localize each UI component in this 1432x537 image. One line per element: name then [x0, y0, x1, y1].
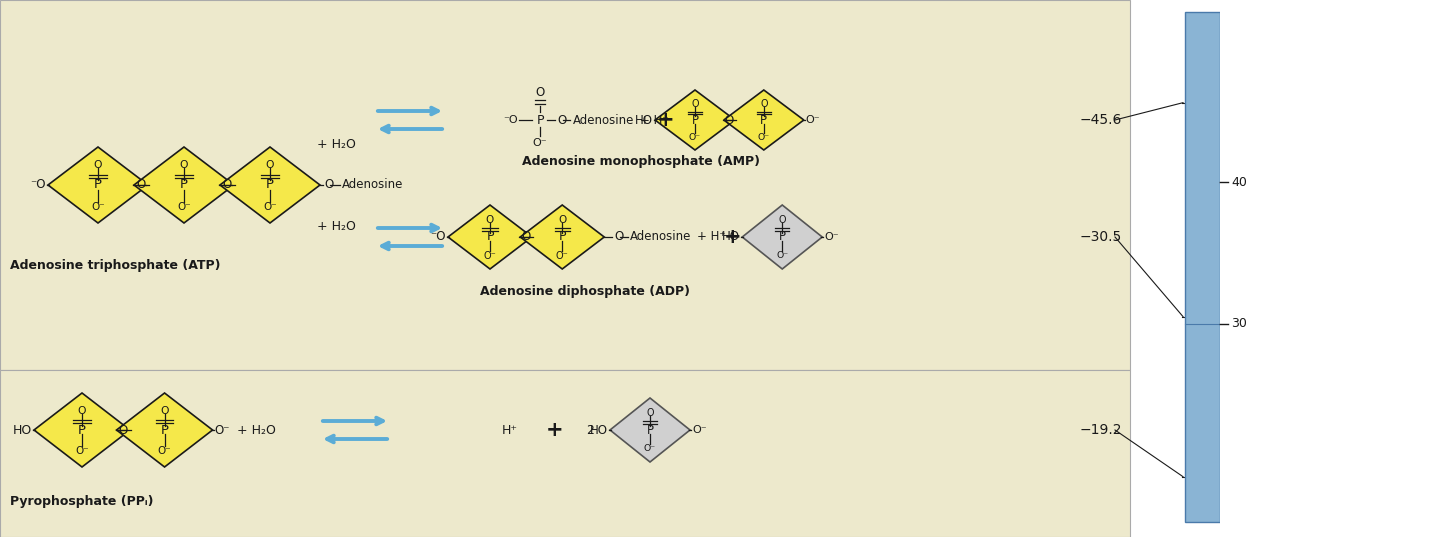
Polygon shape [520, 205, 604, 269]
Text: O: O [266, 160, 275, 170]
Text: 40: 40 [1232, 176, 1247, 188]
Text: O: O [557, 113, 566, 127]
Text: O: O [760, 99, 768, 110]
Text: −30.5: −30.5 [1080, 230, 1123, 244]
Polygon shape [723, 90, 803, 150]
Polygon shape [448, 205, 533, 269]
Text: P: P [692, 113, 699, 127]
Text: 40: 40 [1232, 176, 1247, 188]
Text: O: O [725, 113, 735, 127]
Text: HO: HO [590, 424, 609, 437]
Text: O⁻: O⁻ [776, 251, 788, 260]
Text: O⁻: O⁻ [644, 444, 656, 453]
Text: O: O [119, 424, 127, 437]
Text: O: O [77, 406, 86, 416]
Polygon shape [116, 393, 212, 467]
Text: O: O [324, 178, 334, 192]
Text: Adenosine triphosphate (ATP): Adenosine triphosphate (ATP) [10, 258, 221, 272]
Text: P: P [760, 113, 768, 127]
Polygon shape [654, 90, 735, 150]
Text: + H⁺: + H⁺ [640, 113, 669, 127]
Text: H⁺: H⁺ [503, 424, 518, 437]
Text: Adenosine: Adenosine [630, 230, 692, 243]
Text: O⁻: O⁻ [533, 138, 547, 148]
Polygon shape [49, 147, 147, 223]
Text: P: P [160, 424, 169, 437]
Text: P: P [646, 424, 653, 437]
Text: + H₂O: + H₂O [236, 424, 275, 437]
Bar [0, 370, 1130, 537]
Text: ⁻O: ⁻O [431, 230, 445, 243]
Text: −45.6: −45.6 [1080, 113, 1123, 127]
Text: Adenosine: Adenosine [342, 178, 404, 192]
Text: +: + [723, 227, 740, 247]
Text: P: P [180, 178, 188, 192]
Text: +: + [657, 110, 674, 130]
Text: −19.2: −19.2 [1080, 423, 1123, 437]
Text: + H₂O: + H₂O [316, 221, 357, 234]
Text: 2: 2 [586, 424, 594, 437]
Text: O: O [536, 85, 544, 98]
Text: P: P [558, 230, 566, 243]
Text: Adenosine monophosphate (AMP): Adenosine monophosphate (AMP) [523, 156, 760, 169]
Text: O: O [646, 408, 654, 418]
Text: O⁻: O⁻ [556, 251, 569, 260]
Text: 30: 30 [1232, 317, 1247, 330]
Bar [1220, 0, 1432, 537]
Polygon shape [742, 205, 822, 269]
Text: O⁻: O⁻ [689, 133, 702, 142]
Text: O⁻: O⁻ [263, 202, 276, 212]
Text: 30: 30 [1232, 317, 1247, 330]
Text: Pyrophosphate (PPᵢ): Pyrophosphate (PPᵢ) [10, 496, 153, 509]
Text: HO: HO [634, 113, 653, 127]
Text: O: O [614, 230, 623, 243]
Text: O: O [558, 215, 567, 226]
Text: O: O [692, 99, 699, 110]
Text: O⁻: O⁻ [76, 446, 89, 456]
Text: + H₂O: + H₂O [316, 139, 357, 151]
Text: Adenosine diphosphate (ADP): Adenosine diphosphate (ADP) [480, 286, 690, 299]
Text: O: O [180, 160, 188, 170]
Text: P: P [77, 424, 86, 437]
Polygon shape [34, 393, 130, 467]
Bar [1186, 12, 1220, 522]
Bar [0, 0, 1130, 370]
Text: HO: HO [13, 424, 32, 437]
Text: O⁻: O⁻ [178, 202, 190, 212]
Text: O⁻: O⁻ [158, 446, 172, 456]
Text: O: O [93, 160, 102, 170]
Text: O⁻: O⁻ [484, 251, 497, 260]
Text: O: O [779, 215, 786, 226]
Text: O⁻: O⁻ [825, 232, 839, 242]
Text: ⁻O: ⁻O [30, 178, 46, 192]
Text: Adenosine: Adenosine [573, 113, 634, 127]
Polygon shape [221, 147, 319, 223]
Text: P: P [95, 178, 102, 192]
Text: P: P [536, 113, 544, 127]
Polygon shape [610, 398, 690, 462]
Text: P: P [487, 230, 494, 243]
Text: HO: HO [722, 230, 740, 243]
Polygon shape [135, 147, 233, 223]
Text: + H⁺: + H⁺ [697, 230, 726, 243]
Text: O: O [521, 230, 531, 243]
Text: O⁻: O⁻ [806, 115, 821, 125]
Text: O⁻: O⁻ [758, 133, 770, 142]
Text: +: + [546, 420, 564, 440]
Text: O⁻: O⁻ [692, 425, 706, 435]
Text: O: O [222, 178, 232, 192]
Text: P: P [266, 178, 274, 192]
Text: O⁻: O⁻ [215, 424, 231, 437]
Text: ⁻O: ⁻O [504, 115, 518, 125]
Text: O⁻: O⁻ [92, 202, 105, 212]
Text: O: O [136, 178, 146, 192]
Text: O: O [160, 406, 169, 416]
Text: O: O [485, 215, 494, 226]
Text: P: P [779, 230, 786, 243]
